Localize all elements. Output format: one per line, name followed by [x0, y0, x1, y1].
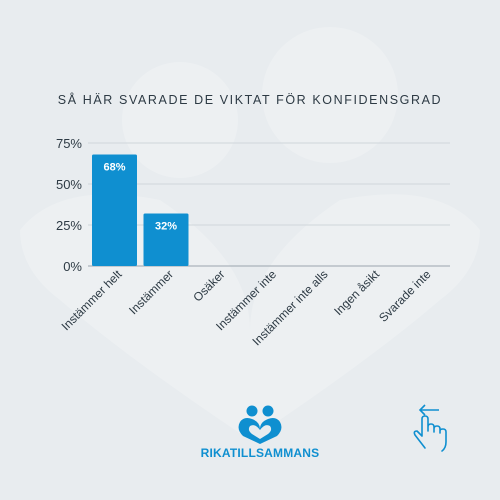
chart-title: SÅ HÄR SVARADE DE VIKTAT FÖR KONFIDENSGR…: [57, 93, 443, 107]
x-tick-label: Instämmer: [126, 267, 176, 317]
data-label: 32%: [155, 221, 177, 233]
bar: [92, 154, 137, 266]
x-tick-label: Instämmer helt: [59, 267, 125, 333]
swipe-left-hand-icon[interactable]: [405, 402, 455, 454]
y-tick-label: 25%: [56, 218, 82, 233]
x-tick-label: Svarade inte: [376, 267, 434, 325]
y-tick-label: 75%: [56, 136, 82, 151]
brand-name: RIKATILLSAMMANS: [200, 446, 320, 460]
brand-logo: RIKATILLSAMMANS: [200, 402, 320, 462]
data-label: 68%: [103, 161, 125, 173]
x-tick-label: Ingen åsikt: [331, 267, 382, 318]
x-tick-label: Osäker: [190, 267, 227, 304]
bar: [143, 213, 189, 266]
y-tick-label: 0%: [63, 259, 82, 274]
two-people-heart-icon: [238, 405, 282, 444]
y-tick-label: 50%: [56, 177, 82, 192]
